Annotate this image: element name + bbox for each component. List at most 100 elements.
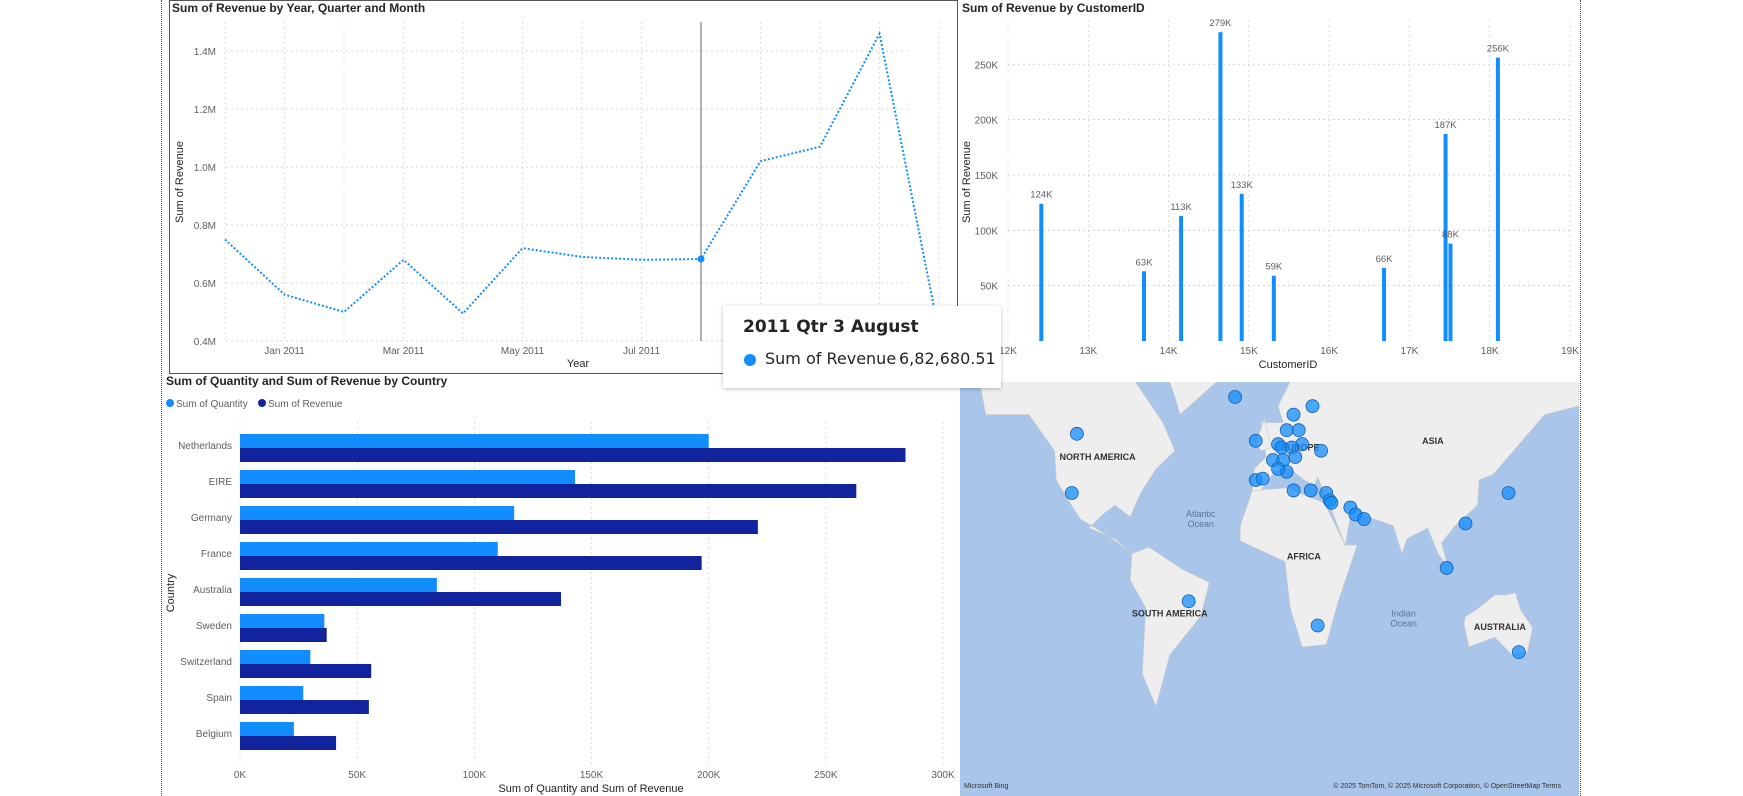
data-label: 279K <box>1209 18 1232 29</box>
data-label: 59K <box>1265 262 1283 273</box>
y-tick-label: 1.2M <box>194 105 216 116</box>
x-tick-label: 13K <box>1079 346 1097 357</box>
land-shape <box>1251 382 1579 569</box>
x-tick-label: 50K <box>348 770 366 781</box>
chart-tooltip: 2011 Qtr 3 August Sum of Revenue 6,82,68… <box>723 306 1001 388</box>
country-bubble <box>1291 423 1306 438</box>
category-label: Belgium <box>196 729 232 740</box>
y-tick-label: 1.0M <box>194 163 216 174</box>
x-tick-label: 17K <box>1401 346 1419 357</box>
x-tick-label: Jan 2011 <box>264 346 305 357</box>
legend-label: Sum of Revenue <box>268 399 343 410</box>
country-bubble <box>1458 516 1473 531</box>
ocean-label: Ocean <box>1390 618 1417 628</box>
country-bubble <box>1286 407 1301 422</box>
country-bar <box>240 484 857 498</box>
x-axis-title: CustomerID <box>1259 359 1318 371</box>
country-bubble <box>1248 433 1263 448</box>
y-tick-label: 250K <box>975 60 999 71</box>
ocean-label: Ocean <box>1187 519 1214 529</box>
customer-bar <box>1443 134 1448 341</box>
data-point <box>697 255 705 263</box>
legend-marker <box>258 399 266 407</box>
line-chart-title: Sum of Revenue by Year, Quarter and Mont… <box>172 1 426 15</box>
x-tick-label: 250K <box>814 770 838 781</box>
category-label: Spain <box>206 693 232 704</box>
country-bubble <box>1310 618 1325 633</box>
continent-label: AUSTRALIA <box>1474 622 1526 632</box>
data-label: 88K <box>1442 230 1460 241</box>
country-bar <box>240 556 702 570</box>
y-tick-label: 0.4M <box>194 337 216 348</box>
continent-label: ASIA <box>1422 436 1444 446</box>
y-axis-title: Sum of Revenue <box>174 141 186 223</box>
country-bar <box>240 614 325 628</box>
x-tick-label: 300K <box>931 770 955 781</box>
country-bubble <box>1324 495 1339 510</box>
country-bar-chart[interactable]: 0K 50K 100K 150K 200K 250K 300K Sum of Quantity… <box>162 374 960 796</box>
customer-bar <box>1142 271 1147 341</box>
x-tick-label: 14K <box>1160 346 1178 357</box>
country-chart-panel[interactable]: Sum of Quantity and Sum of Revenue by Co… <box>162 374 960 796</box>
x-tick-label: 150K <box>580 770 604 781</box>
country-bar <box>240 578 437 592</box>
category-label: Australia <box>193 585 232 596</box>
country-bar <box>240 736 337 750</box>
country-bubble <box>1286 483 1301 498</box>
x-tick-label: 200K <box>697 770 721 781</box>
country-bubble <box>1064 486 1079 500</box>
map-logo: Microsoft Bing <box>964 783 1009 790</box>
country-bubble <box>1314 443 1328 458</box>
tooltip-title: 2011 Qtr 3 August <box>743 317 919 337</box>
x-tick-label: 15K <box>1240 346 1258 357</box>
country-bubble <box>1070 426 1084 441</box>
customer-chart-panel[interactable]: Sum of Revenue by CustomerID 50K 100K 150K… <box>958 0 1581 374</box>
x-tick-label: Mar 2011 <box>383 346 425 357</box>
customer-bar <box>1495 57 1500 341</box>
country-bar <box>240 470 576 484</box>
customer-bar <box>1448 243 1453 341</box>
country-bubble <box>1511 645 1526 660</box>
y-tick-label: 100K <box>975 226 999 237</box>
country-bar <box>240 506 515 520</box>
y-tick-label: 0.6M <box>194 279 216 290</box>
data-label: 256K <box>1487 44 1510 55</box>
x-tick-label: Jul 2011 <box>623 346 661 357</box>
country-bubble <box>1279 423 1294 438</box>
country-bubble <box>1255 471 1270 486</box>
x-axis-title: Sum of Quantity and Sum of Revenue <box>498 783 683 795</box>
continent-label: SOUTH AMERICA <box>1132 608 1208 618</box>
x-tick-label: 18K <box>1481 346 1499 357</box>
country-bubble <box>1181 594 1196 609</box>
line-chart-panel[interactable]: Sum of Revenue by Year, Quarter and Mont… <box>168 0 958 374</box>
customer-bar <box>1218 32 1223 341</box>
y-tick-label: 50K <box>980 282 998 293</box>
country-bar <box>240 542 498 556</box>
country-bubble <box>1439 561 1454 575</box>
y-tick-label: 200K <box>975 116 999 127</box>
country-bar <box>240 650 311 664</box>
country-bubble <box>1357 512 1371 526</box>
x-axis-title: Year <box>567 358 590 370</box>
x-tick-label: May 2011 <box>501 346 545 357</box>
legend-marker <box>166 399 174 407</box>
country-bar <box>240 628 327 642</box>
report-canvas <box>161 0 1581 796</box>
data-label: 66K <box>1376 254 1394 265</box>
customer-revenue-chart[interactable]: 50K 100K 150K 200K 250K 12K 13K 14K 15K 16K 17K 18K… <box>958 0 1581 374</box>
country-bar <box>240 448 906 462</box>
country-bar <box>240 434 709 448</box>
tooltip-series-dot <box>744 354 756 366</box>
map-attribution[interactable]: © 2025 TomTom, © 2025 Microsoft Corporat… <box>1333 783 1561 790</box>
y-axis-title: Sum of Revenue <box>961 141 973 223</box>
country-bubble <box>1501 486 1516 500</box>
data-label: 63K <box>1136 257 1154 268</box>
category-label: EIRE <box>209 477 233 488</box>
line-chart[interactable]: 0.4M 0.6M 0.8M 1.0M 1.2M 1.4M Jan 2011 Mar 2011… <box>168 0 958 374</box>
y-axis-title: Country <box>165 573 177 612</box>
category-label: Germany <box>191 513 232 524</box>
tooltip-value: 6,82,680.51 <box>899 349 996 368</box>
land-shape <box>1463 592 1533 656</box>
